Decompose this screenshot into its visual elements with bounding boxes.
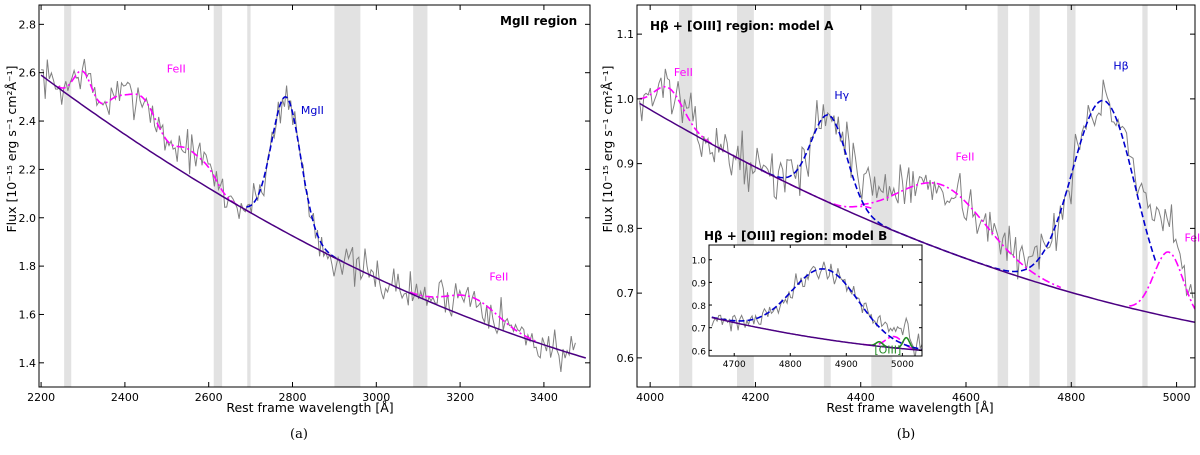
line-label: Hβ bbox=[1113, 60, 1128, 73]
axes-frame bbox=[636, 4, 1196, 388]
x-tick-label: 2600 bbox=[195, 391, 223, 404]
observed-spectrum bbox=[41, 58, 576, 373]
x-tick-label: 3400 bbox=[530, 391, 558, 404]
x-tick-label: 4700 bbox=[723, 360, 746, 370]
y-tick-label: 1.1 bbox=[617, 28, 635, 41]
x-tick-label: 3200 bbox=[446, 391, 474, 404]
line-label: [OIII] bbox=[874, 344, 901, 357]
masked-band bbox=[64, 5, 72, 387]
panel-a-series: FeII MgII FeII bbox=[40, 58, 587, 373]
masked-band bbox=[1142, 5, 1148, 387]
line-label: FeII bbox=[955, 150, 974, 163]
x-tick-label: 4200 bbox=[741, 391, 769, 404]
y-tick-label: 0.6 bbox=[617, 352, 635, 365]
y-tick-label: 2.2 bbox=[19, 163, 37, 176]
masked-band bbox=[679, 5, 693, 387]
masked-band bbox=[334, 5, 361, 387]
x-tick-label: 4800 bbox=[1057, 391, 1085, 404]
inset-axes: 4700 4800 4900 5000 0.6 0.7 0.8 0.9 1.0 bbox=[692, 244, 923, 370]
continuum-model bbox=[40, 74, 587, 359]
y-tick-label: 2.0 bbox=[19, 212, 37, 225]
y-tick-label: 1.8 bbox=[19, 260, 37, 273]
y-tick-label: 0.8 bbox=[617, 222, 635, 235]
y-tick-label: 2.8 bbox=[19, 18, 37, 31]
y-tick-label: 0.6 bbox=[692, 347, 707, 357]
masked-band bbox=[823, 5, 831, 387]
panel-b-ylabel: Flux [10⁻¹⁵ erg s⁻¹ cm²Å⁻¹] bbox=[600, 65, 615, 232]
panel-a-xlabel: Rest frame wavelength [Å] bbox=[226, 400, 393, 415]
panel-a: FeII MgII FeII 2200 2400 2600 2800 3000 3200 340… bbox=[4, 4, 591, 442]
axes-frame bbox=[708, 244, 923, 357]
y-tick-label: 1.4 bbox=[19, 357, 37, 370]
inset-series: [OIII] bbox=[711, 261, 922, 357]
series-group bbox=[711, 261, 922, 356]
panel-a-title: MgII region bbox=[500, 14, 577, 28]
x-tick-label: 2200 bbox=[27, 391, 55, 404]
x-tick-label: 4600 bbox=[952, 391, 980, 404]
feii-model bbox=[862, 335, 922, 352]
panel-a-axes: 2200 2400 2600 2800 3000 3200 3400 1.4 1.6 1.8 2.0… bbox=[19, 4, 591, 404]
y-tick-label: 1.0 bbox=[692, 257, 707, 267]
y-tick-label: 0.7 bbox=[692, 325, 706, 335]
axes-frame bbox=[38, 4, 591, 388]
line-label: FeII bbox=[1184, 231, 1200, 244]
x-tick-label: 5000 bbox=[891, 360, 914, 370]
series-group bbox=[40, 58, 587, 373]
x-tick-label: 4000 bbox=[636, 391, 664, 404]
y-tick-label: 2.6 bbox=[19, 67, 37, 80]
masked-band bbox=[413, 5, 428, 387]
x-tick-label: 4400 bbox=[847, 391, 875, 404]
inset-background bbox=[709, 245, 922, 356]
y-tick-label: 1.0 bbox=[617, 93, 635, 106]
line-label: FeII bbox=[167, 63, 186, 76]
x-tick-label: 2800 bbox=[279, 391, 307, 404]
y-tick-label: 0.9 bbox=[692, 279, 707, 289]
panel-a-masked-bands bbox=[64, 5, 428, 387]
x-tick-label: 5000 bbox=[1163, 391, 1191, 404]
panel-b-xlabel: Rest frame wavelength [Å] bbox=[826, 400, 993, 415]
masked-band bbox=[1029, 5, 1040, 387]
masked-band bbox=[247, 5, 251, 387]
panel-a-caption: (a) bbox=[290, 427, 308, 442]
broad-line-model bbox=[246, 96, 344, 263]
broad-line-model bbox=[760, 99, 1157, 273]
x-tick-label: 2400 bbox=[111, 391, 139, 404]
y-tick-label: 0.8 bbox=[692, 302, 707, 312]
line-label: Hγ bbox=[834, 89, 849, 102]
panel-a-ylabel: Flux [10⁻¹⁵ erg s⁻¹ cm²Å⁻¹] bbox=[4, 65, 19, 232]
x-tick-label: 4900 bbox=[835, 360, 858, 370]
y-tick-label: 2.4 bbox=[19, 115, 37, 128]
line-label: FeII bbox=[674, 66, 693, 79]
y-tick-label: 1.6 bbox=[19, 308, 37, 321]
masked-band bbox=[997, 5, 1009, 387]
x-tick-label: 4800 bbox=[779, 360, 802, 370]
series-group bbox=[639, 68, 1195, 324]
y-tick-label: 0.7 bbox=[617, 287, 635, 300]
feii-model bbox=[409, 291, 536, 342]
continuum-model bbox=[639, 102, 1195, 324]
feii-model bbox=[57, 70, 252, 214]
panel-b-caption: (b) bbox=[897, 427, 915, 442]
observed-spectrum bbox=[711, 261, 922, 356]
feii-model bbox=[860, 182, 1062, 289]
y-tick-label: 0.9 bbox=[617, 158, 635, 171]
observed-spectrum bbox=[639, 68, 1194, 299]
line-label: MgII bbox=[301, 104, 324, 117]
feii-model bbox=[1129, 251, 1195, 310]
panel-b-series: FeII Hγ FeII Hβ FeII bbox=[639, 60, 1200, 324]
panel-b-title: Hβ + [OIII] region: model A bbox=[650, 19, 834, 33]
panel-b: FeII Hγ FeII Hβ FeII 4000 4200 4400 4600 4800 500… bbox=[600, 4, 1200, 442]
x-tick-label: 3000 bbox=[362, 391, 390, 404]
continuum-model bbox=[711, 316, 922, 352]
inset-title: Hβ + [OIII] region: model B bbox=[704, 229, 887, 243]
panel-b-axes: 4000 4200 4400 4600 4800 5000 0.6 0.7 0.8 0.9 1.0 1… bbox=[617, 4, 1196, 404]
panel-inset: [OIII] 4700 4800 4900 5000 0.6 0.7 0.8 0.9 1.0 H… bbox=[692, 229, 923, 370]
masked-band bbox=[213, 5, 223, 387]
line-label: FeII bbox=[489, 271, 508, 284]
